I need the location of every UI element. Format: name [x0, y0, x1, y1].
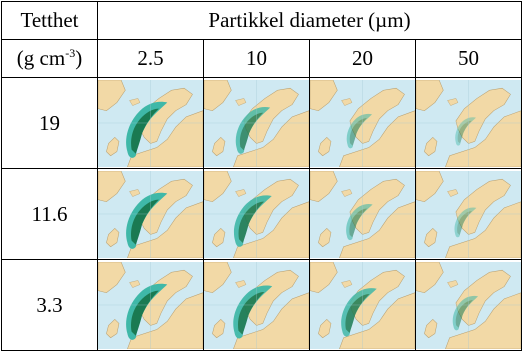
- map-thumbnail: [204, 170, 309, 258]
- map-thumbnail: [310, 79, 415, 167]
- table-row: 11.6: [1, 168, 523, 260]
- density-header: Tetthet: [1, 1, 98, 40]
- map-thumbnail: [204, 79, 309, 167]
- deposition-map: [414, 77, 523, 169]
- deposition-map: [414, 168, 523, 260]
- map-thumbnail: [98, 79, 203, 167]
- density-value-3-3: 3.3: [1, 259, 98, 351]
- deposition-map: [97, 168, 204, 260]
- map-thumbnail: [416, 79, 522, 167]
- deposition-map: [309, 168, 416, 260]
- table-row: 3.3: [1, 259, 523, 351]
- diameter-col-50: 50: [414, 39, 523, 78]
- map-thumbnail: [98, 170, 203, 258]
- density-value-11-6: 11.6: [1, 168, 98, 260]
- map-thumbnail: [416, 261, 522, 349]
- deposition-map: [203, 168, 310, 260]
- table-row: 19: [1, 77, 523, 169]
- diameter-col-2-5: 2.5: [97, 39, 204, 78]
- deposition-map: [203, 77, 310, 169]
- deposition-map: [97, 259, 204, 351]
- map-thumbnail: [310, 170, 415, 258]
- density-value-19: 19: [1, 77, 98, 169]
- deposition-map: [309, 77, 416, 169]
- map-thumbnail: [204, 261, 309, 349]
- diameter-header: Partikkel diameter (µm): [96, 1, 523, 40]
- deposition-map: [414, 259, 523, 351]
- map-thumbnail: [416, 170, 522, 258]
- deposition-map: [203, 259, 310, 351]
- density-unit-header: (g cm-3): [1, 39, 98, 78]
- diameter-col-10: 10: [203, 39, 310, 78]
- deposition-map: [97, 77, 204, 169]
- map-thumbnail: [310, 261, 415, 349]
- diameter-col-20: 20: [309, 39, 416, 78]
- deposition-map: [309, 259, 416, 351]
- map-thumbnail: [98, 261, 203, 349]
